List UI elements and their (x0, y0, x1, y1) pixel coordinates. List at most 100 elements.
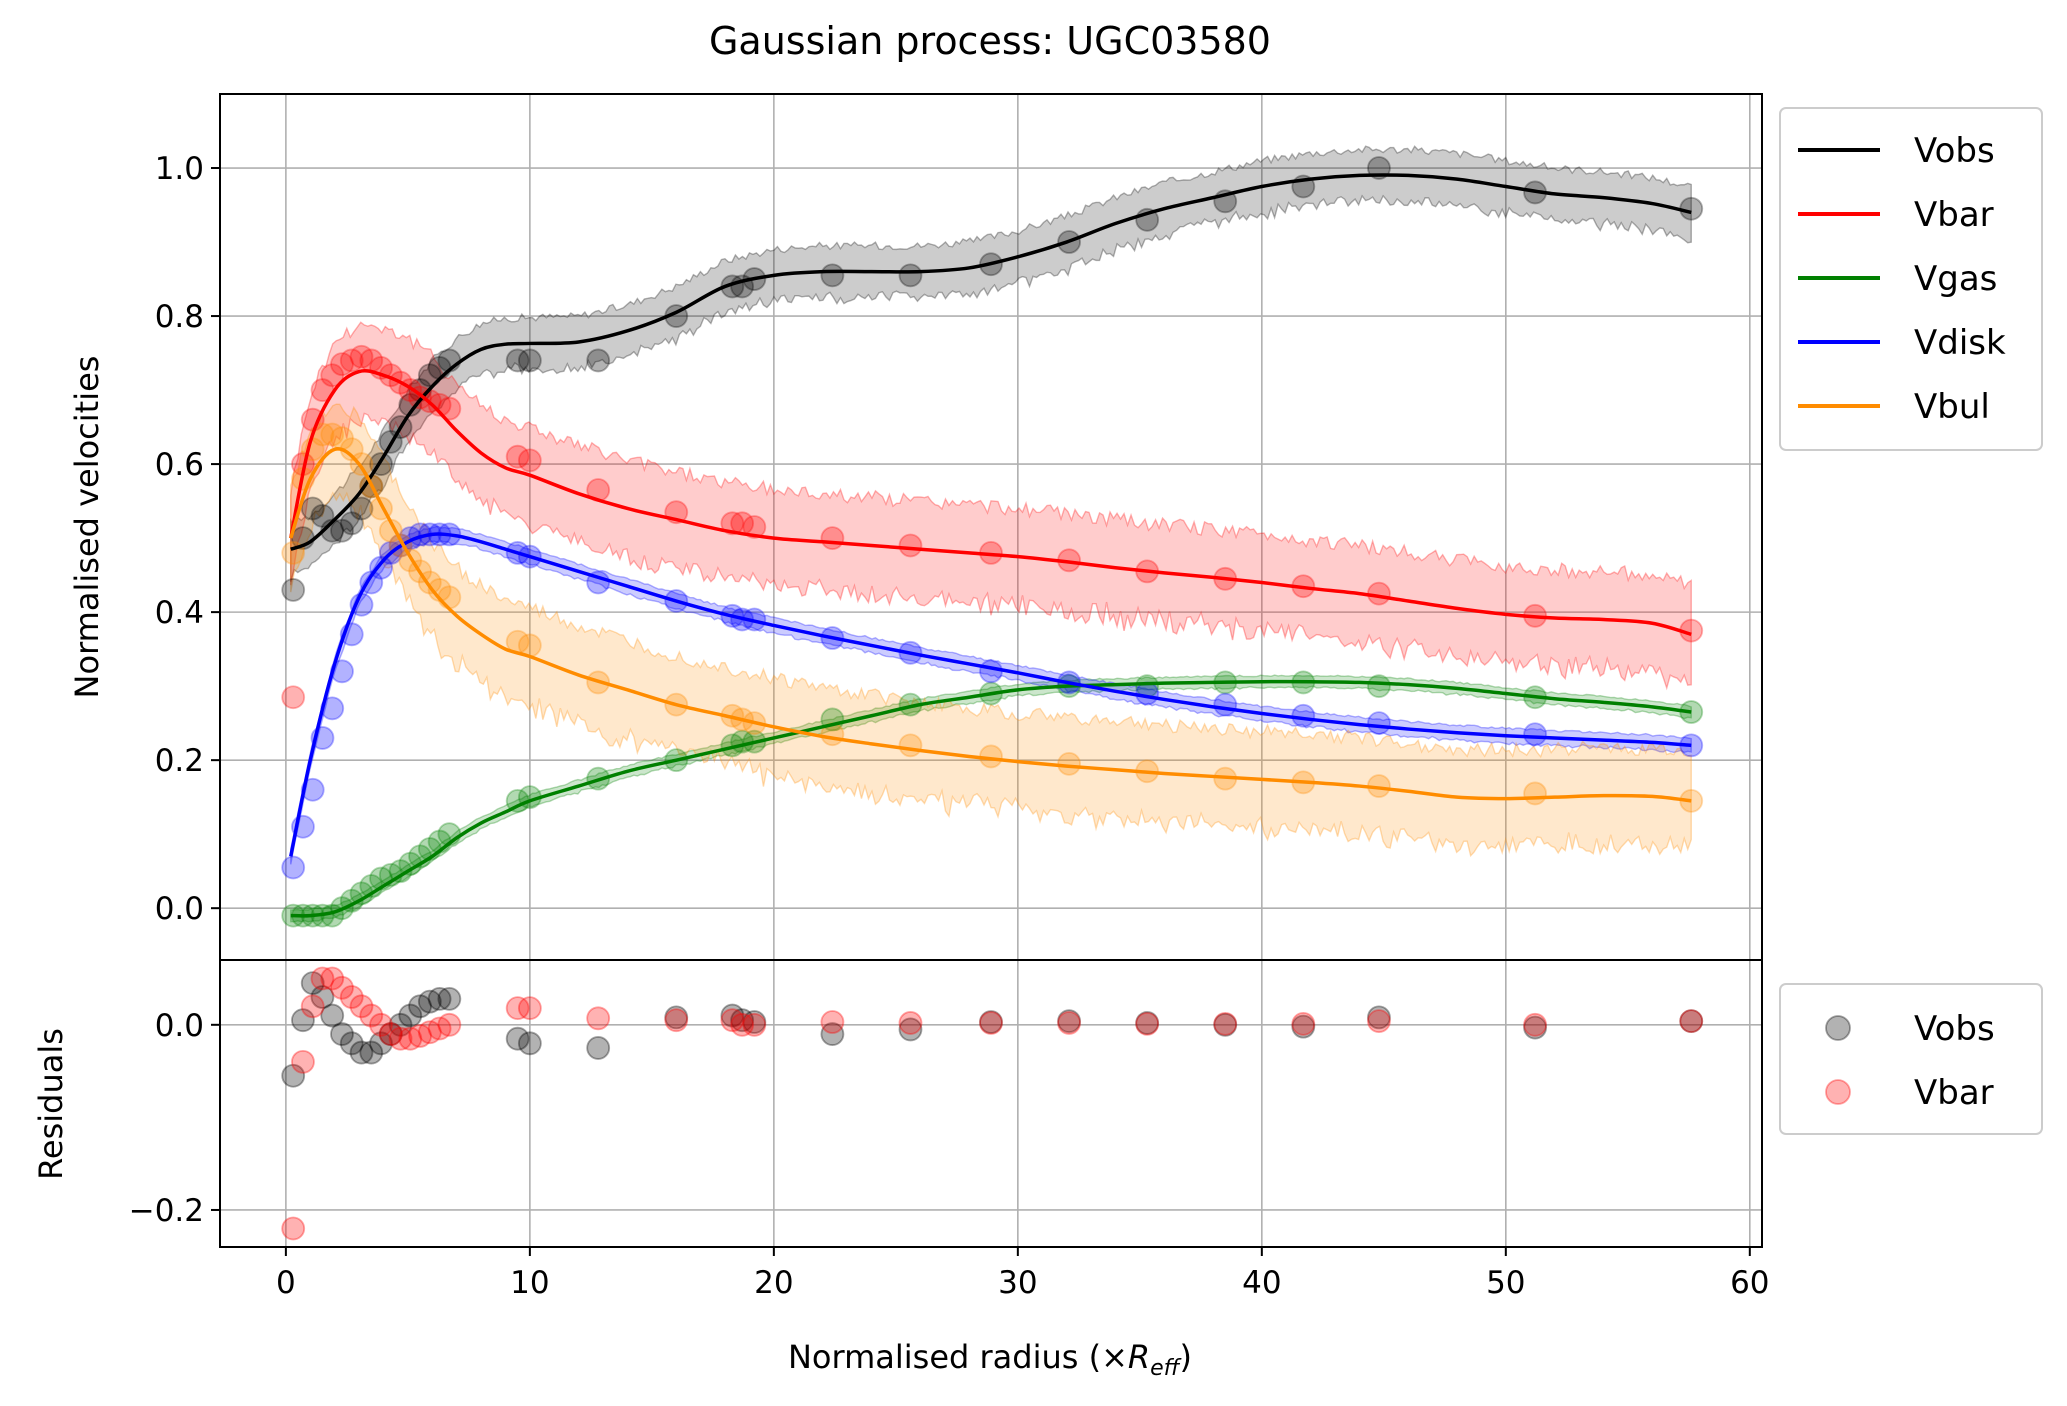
top-y-tick-label: 0.4 (155, 595, 204, 631)
residual-point-vbar (437, 1012, 462, 1037)
residual-point-vobs (408, 994, 432, 1019)
residual-point-vobs (300, 971, 325, 996)
point-vdisk (281, 855, 306, 880)
residual-point-vbar (300, 994, 325, 1019)
residual-point-vbar (1367, 1009, 1391, 1034)
residual-point-vobs (720, 1003, 745, 1028)
point-vdisk (1135, 681, 1160, 706)
top-panel-fit-lines (289, 173, 1692, 918)
legend-label-vdisk: Vdisk (1914, 323, 2006, 363)
legend-label-vbar: Vbar (1914, 195, 1994, 235)
legend-label-vgas: Vgas (1914, 259, 1997, 299)
band-vbul (290, 403, 1692, 858)
legend-label-vbul: Vbul (1914, 387, 1990, 427)
point-vdisk (1367, 711, 1391, 736)
residual-point-vbar (330, 975, 354, 1000)
residual-point-vbar (664, 1008, 689, 1033)
residual-point-vobs (742, 1010, 767, 1034)
residual-point-vbar (427, 1016, 452, 1041)
point-vobs (1679, 196, 1704, 221)
point-vobs (310, 503, 335, 528)
top-y-tick-label: 0.0 (155, 891, 204, 927)
top-panel-y-ticks: 0.0 0.2 0.4 0.6 0.8 1.0 (155, 151, 220, 927)
residual-point-vbar (388, 1026, 413, 1051)
top-y-tick-label: 1.0 (155, 151, 204, 187)
point-vbul (320, 422, 345, 447)
top-y-tick-label: 0.6 (155, 447, 204, 483)
point-vdisk (1291, 703, 1316, 728)
residual-point-vbar (742, 1012, 767, 1037)
point-vbar (720, 511, 745, 536)
point-vobs (517, 348, 542, 373)
residual-point-vobs (505, 1026, 530, 1051)
point-vdisk (979, 659, 1003, 684)
x-axis-label-close: ) (1180, 1338, 1192, 1376)
top-legend-box (1779, 107, 2043, 451)
residual-point-vbar (586, 1006, 611, 1031)
residual-point-vbar (1057, 1011, 1081, 1035)
residual-point-vobs (339, 1031, 364, 1056)
fit-line-vgas (290, 679, 1692, 918)
point-vgas (388, 859, 413, 884)
residual-point-vobs (664, 1005, 689, 1030)
point-vbul (437, 585, 462, 610)
residual-point-vobs (398, 1003, 423, 1028)
point-vbar (281, 685, 306, 710)
point-vobs (300, 496, 325, 521)
point-vbul (898, 733, 923, 758)
bottom-y-axis-label: Residuals (32, 1028, 70, 1180)
bottom-panel-grid (220, 960, 1762, 1247)
residual-point-vobs (427, 986, 452, 1011)
fit-line-vbar (289, 369, 1692, 637)
x-tick-label: 0 (276, 1265, 296, 1301)
residual-point-vbar (339, 985, 364, 1009)
fit-line-vobs (290, 173, 1692, 551)
top-y-tick-label: 0.2 (155, 743, 204, 779)
bottom-y-tick-label: 0.0 (155, 1008, 204, 1044)
residual-point-vbar (320, 966, 345, 991)
band-vdisk (290, 525, 1692, 865)
residual-point-vobs (388, 1012, 413, 1037)
residual-point-vbar (505, 996, 530, 1021)
residual-point-vobs (730, 1008, 755, 1033)
residual-point-vobs (359, 1040, 384, 1065)
band-vobs (290, 145, 1692, 582)
point-vobs (505, 348, 530, 373)
residual-point-vbar (1213, 1011, 1238, 1036)
residual-point-vbar (1135, 1011, 1160, 1036)
fit-line-vbul (289, 447, 1692, 803)
point-vgas (1367, 674, 1391, 699)
x-tick-label: 60 (1730, 1265, 1769, 1301)
x-tick-label: 40 (1242, 1265, 1281, 1301)
bottom-legend: Vobs Vbar (1779, 983, 2043, 1135)
residual-point-vbar (369, 1012, 393, 1037)
residual-point-vbar (820, 1010, 845, 1034)
residual-point-vbar (898, 1011, 923, 1035)
residual-point-vobs (1523, 1015, 1547, 1040)
point-vobs (586, 348, 611, 373)
x-axis-label-subscript: eff (1150, 1356, 1182, 1381)
residual-legend-marker-vbar (1825, 1079, 1851, 1105)
residual-point-vobs (1135, 1011, 1160, 1035)
point-vbar (349, 344, 374, 369)
residual-point-vobs (517, 1031, 542, 1056)
x-tick-label: 10 (510, 1265, 549, 1301)
point-vobs (398, 392, 423, 417)
residual-point-vobs (1213, 1012, 1238, 1037)
residual-legend-marker-vobs (1825, 1015, 1851, 1041)
point-vbar (330, 352, 354, 377)
point-vobs (339, 511, 364, 536)
residual-point-vbar (281, 1216, 306, 1241)
residual-point-vobs (1291, 1014, 1316, 1039)
point-vbar (505, 444, 530, 469)
residual-point-vbar (1291, 1011, 1316, 1036)
residual-point-vbar (517, 996, 542, 1021)
residual-point-vobs (281, 1063, 306, 1088)
top-y-tick-label: 0.8 (155, 299, 204, 335)
residual-legend-label-vobs: Vobs (1914, 1009, 1995, 1049)
residual-point-vbar (359, 1003, 384, 1028)
point-vobs (898, 263, 923, 288)
residual-point-vbar (291, 1049, 315, 1074)
x-tick-label: 30 (998, 1265, 1037, 1301)
